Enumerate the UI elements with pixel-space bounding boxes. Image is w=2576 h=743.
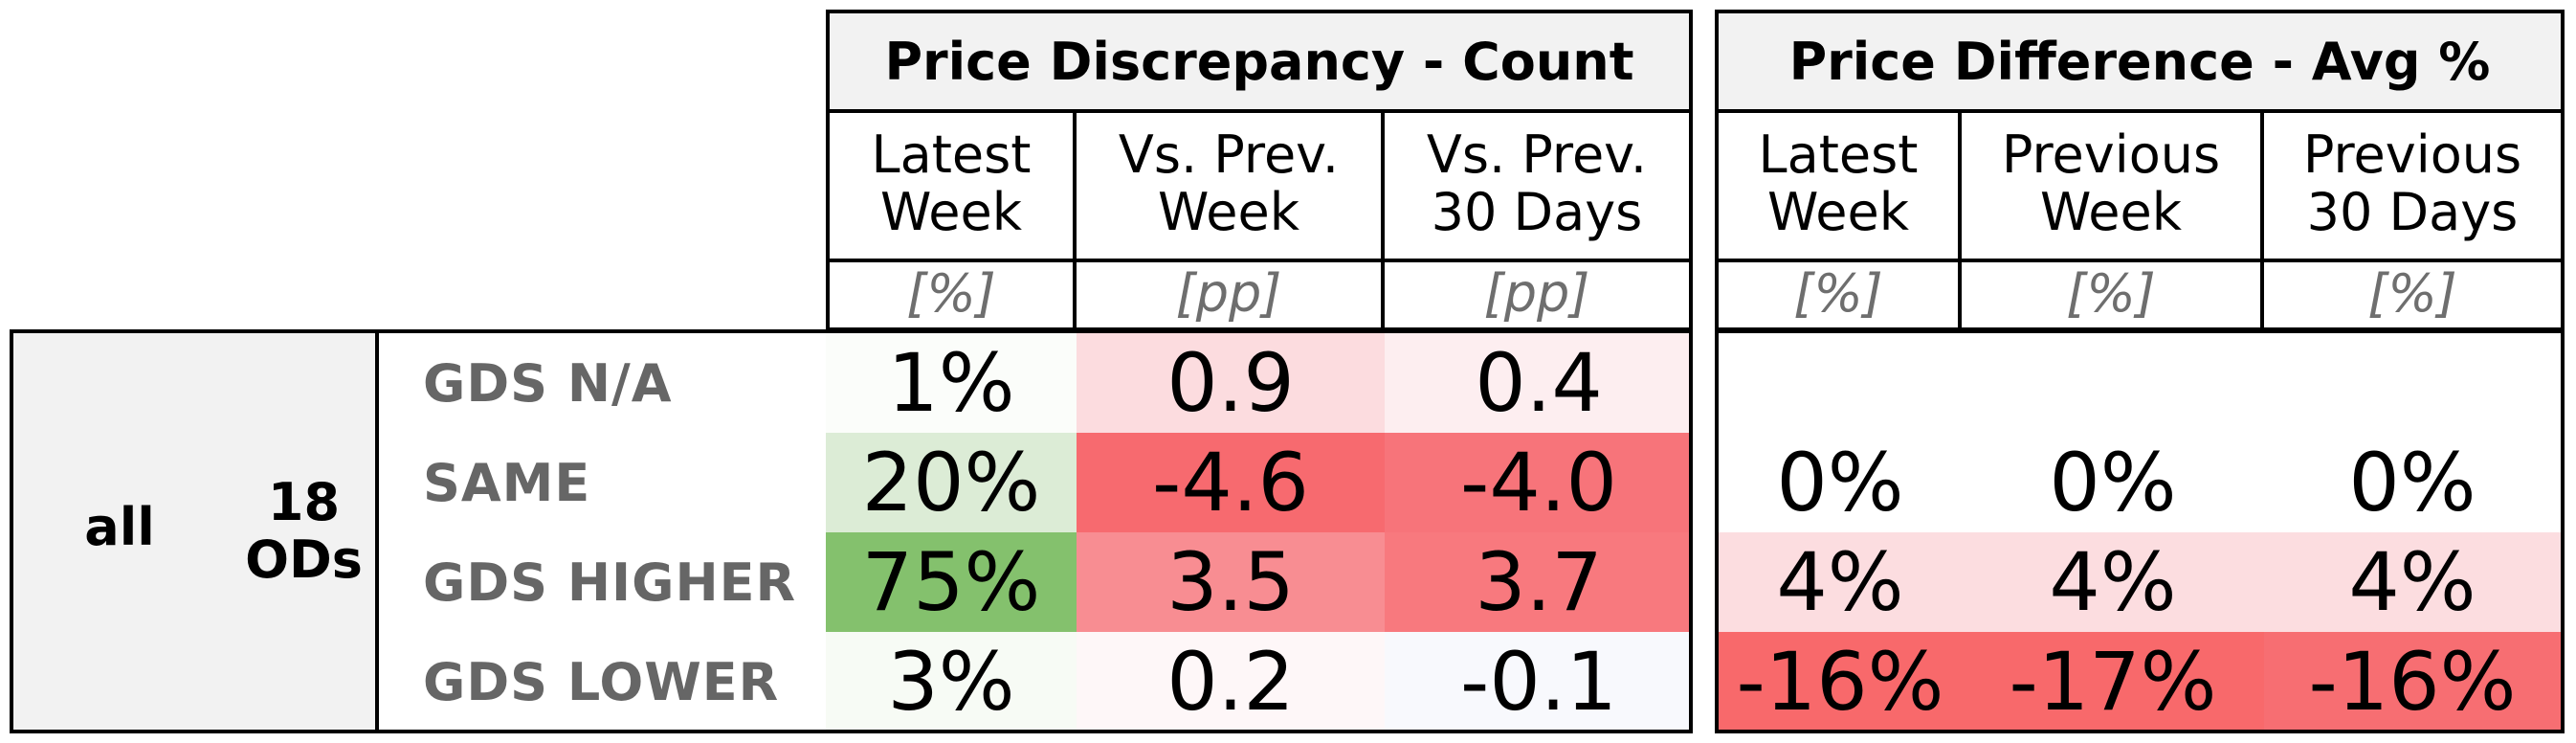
avg-cell: 4% bbox=[2264, 532, 2561, 632]
avg-cell: 4% bbox=[1719, 532, 1962, 632]
unit-latest-week-avg: [%] bbox=[1715, 259, 1962, 331]
col-header-latest-week-avg: Latest Week bbox=[1715, 109, 1962, 262]
avg-cell: 4% bbox=[1962, 532, 2264, 632]
unit-latest-week-count: [%] bbox=[826, 259, 1077, 331]
count-cell: -4.6 bbox=[1077, 433, 1385, 532]
count-cell: 1% bbox=[826, 333, 1077, 433]
col-header-previous-30-days: Previous 30 Days bbox=[2260, 109, 2565, 262]
avg-cell bbox=[1719, 333, 1962, 433]
col-header-vs-prev-week: Vs. Prev. Week bbox=[1073, 109, 1385, 262]
count-cell: 3% bbox=[826, 632, 1077, 732]
col-header-latest-week-count: Latest Week bbox=[826, 109, 1077, 262]
avg-cell bbox=[1962, 333, 2264, 433]
row-label-gds-higher: GDS HIGHER bbox=[423, 552, 797, 613]
col-header-previous-week: Previous Week bbox=[1958, 109, 2264, 262]
count-cell: 75% bbox=[826, 532, 1077, 632]
avg-cell: -17% bbox=[1962, 632, 2264, 732]
right-body-frame bbox=[1715, 329, 2565, 733]
count-cell: 0.2 bbox=[1077, 632, 1385, 732]
avg-cell bbox=[2264, 333, 2561, 433]
row-label-gds-lower: GDS LOWER bbox=[423, 651, 780, 712]
count-group-title: Price Discrepancy - Count bbox=[826, 10, 1693, 113]
count-cell: 3.5 bbox=[1077, 532, 1385, 632]
avg-cell: 0% bbox=[2264, 433, 2561, 532]
count-cell: 0.4 bbox=[1385, 333, 1693, 433]
count-cell: -4.0 bbox=[1385, 433, 1693, 532]
row-header-divider bbox=[375, 329, 379, 733]
avg-group-title: Price Difference - Avg % bbox=[1715, 10, 2565, 113]
avg-cell: -16% bbox=[1719, 632, 1962, 732]
unit-vs-prev-week: [pp] bbox=[1073, 259, 1385, 331]
row-header-panel bbox=[10, 329, 379, 733]
avg-cell: -16% bbox=[2264, 632, 2561, 732]
count-cell: 20% bbox=[826, 433, 1077, 532]
count-cell: -0.1 bbox=[1385, 632, 1693, 732]
unit-previous-week: [%] bbox=[1958, 259, 2264, 331]
row-label-same: SAME bbox=[423, 452, 591, 513]
count-cell: 0.9 bbox=[1077, 333, 1385, 433]
row-label-gds-n-a: GDS N/A bbox=[423, 352, 673, 414]
avg-cell: 0% bbox=[1719, 433, 1962, 532]
avg-cell: 0% bbox=[1962, 433, 2264, 532]
od-count-label: 18 ODs bbox=[245, 472, 363, 590]
col-header-vs-prev-30-days: Vs. Prev. 30 Days bbox=[1381, 109, 1693, 262]
unit-previous-30-days: [%] bbox=[2260, 259, 2565, 331]
scope-label: all bbox=[84, 496, 155, 557]
left-body-frame bbox=[10, 329, 1693, 733]
count-cell: 3.7 bbox=[1385, 532, 1693, 632]
unit-vs-prev-30-days: [pp] bbox=[1381, 259, 1693, 331]
